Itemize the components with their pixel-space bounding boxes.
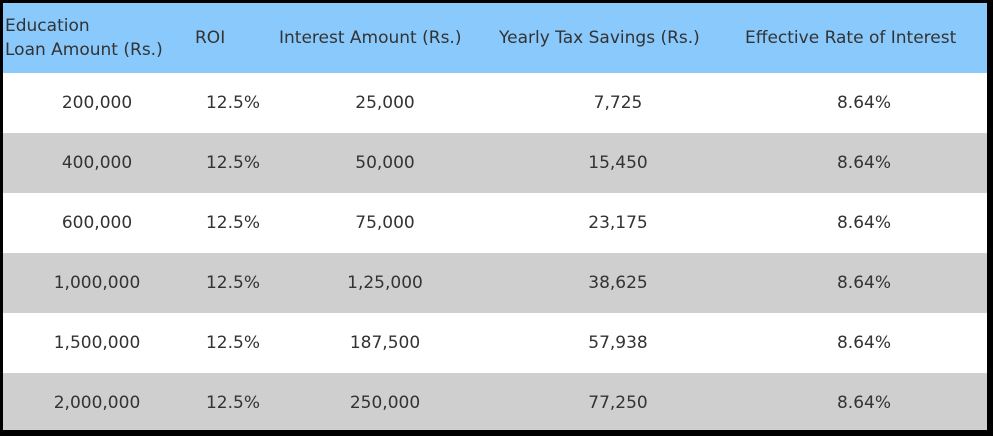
table-row: 400,000 12.5% 50,000 15,450 8.64% — [3, 133, 987, 193]
cell-roi: 12.5% — [205, 93, 260, 113]
header-roi: ROI — [195, 28, 226, 48]
cell-roi: 12.5% — [205, 273, 260, 293]
header-loan-amount: Education Loan Amount (Rs.) — [3, 3, 191, 73]
cell-effective-rate: 8.64% — [836, 393, 891, 413]
cell-tax-savings: 15,450 — [588, 153, 648, 173]
cell-tax-savings: 7,725 — [593, 93, 643, 113]
cell-interest-amount: 250,000 — [349, 393, 421, 413]
cell-loan-amount: 200,000 — [61, 93, 133, 113]
cell-loan-amount: 2,000,000 — [53, 393, 141, 413]
cell-effective-rate: 8.64% — [836, 333, 891, 353]
cell-roi: 12.5% — [205, 153, 260, 173]
cell-roi: 12.5% — [205, 393, 260, 413]
cell-tax-savings: 23,175 — [588, 213, 648, 233]
cell-effective-rate: 8.64% — [836, 153, 891, 173]
cell-loan-amount: 1,500,000 — [53, 333, 141, 353]
header-loan-amount-line1: Education — [5, 16, 90, 36]
cell-interest-amount: 187,500 — [349, 333, 421, 353]
loan-tax-table: Education Loan Amount (Rs.) ROI Interest… — [3, 3, 987, 430]
cell-loan-amount: 600,000 — [61, 213, 133, 233]
table-row: 200,000 12.5% 25,000 7,725 8.64% — [3, 73, 987, 133]
table-row: 1,500,000 12.5% 187,500 57,938 8.64% — [3, 313, 987, 373]
header-yearly-tax-savings: Yearly Tax Savings (Rs.) — [499, 28, 700, 48]
cell-roi: 12.5% — [205, 333, 260, 353]
table-row: 600,000 12.5% 75,000 23,175 8.64% — [3, 193, 987, 253]
table-row: 1,000,000 12.5% 1,25,000 38,625 8.64% — [3, 253, 987, 313]
cell-tax-savings: 57,938 — [588, 333, 648, 353]
table-row: 2,000,000 12.5% 250,000 77,250 8.64% — [3, 373, 987, 430]
table-container: Education Loan Amount (Rs.) ROI Interest… — [3, 3, 987, 430]
cell-interest-amount: 50,000 — [355, 153, 415, 173]
cell-effective-rate: 8.64% — [836, 273, 891, 293]
cell-roi: 12.5% — [205, 213, 260, 233]
cell-effective-rate: 8.64% — [836, 93, 891, 113]
header-interest-amount: Interest Amount (Rs.) — [279, 28, 462, 48]
header-loan-amount-line2: Loan Amount (Rs.) — [5, 40, 163, 60]
cell-tax-savings: 77,250 — [588, 393, 648, 413]
cell-interest-amount: 25,000 — [355, 93, 415, 113]
cell-effective-rate: 8.64% — [836, 213, 891, 233]
cell-tax-savings: 38,625 — [588, 273, 648, 293]
cell-interest-amount: 75,000 — [355, 213, 415, 233]
cell-interest-amount: 1,25,000 — [347, 273, 423, 293]
cell-loan-amount: 1,000,000 — [53, 273, 141, 293]
cell-loan-amount: 400,000 — [61, 153, 133, 173]
table-header-row: Education Loan Amount (Rs.) ROI Interest… — [3, 3, 987, 73]
header-effective-rate: Effective Rate of Interest — [745, 28, 957, 48]
